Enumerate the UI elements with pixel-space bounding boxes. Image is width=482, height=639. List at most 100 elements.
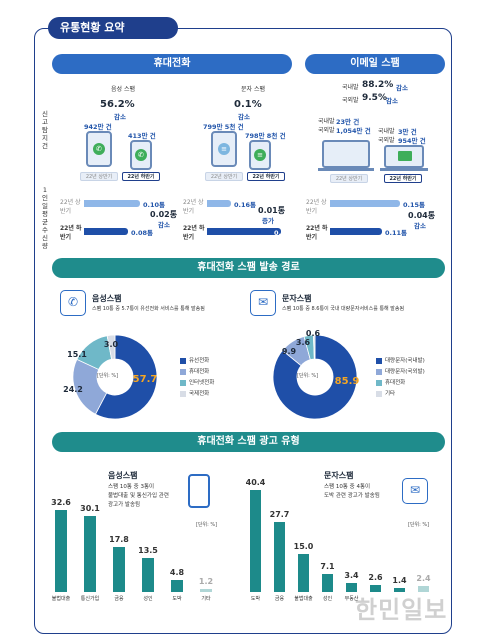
sms-curr-tag: 22년 하반기 — [247, 172, 285, 181]
voice-bar-prev-val: 0.10통 — [143, 201, 166, 209]
email-foreign-rate: 9.5% — [362, 93, 387, 103]
email-bar-prev — [330, 200, 400, 207]
sms-curr-phone: ≡ — [249, 140, 271, 170]
bar-value: 2.4 — [416, 573, 431, 583]
bar-value: 1.2 — [198, 576, 214, 586]
bar-value: 4.8 — [169, 567, 185, 577]
ad-voice-desc1: 스팸 10통 중 3통이 — [108, 484, 155, 490]
ad-sms-desc1: 스팸 10통 중 4통이 — [324, 484, 371, 490]
message-icon: ≡ — [254, 149, 266, 161]
voice-bar-dir: 감소 — [158, 221, 170, 229]
ad-voice-desc3: 광고가 발송됨 — [108, 502, 141, 508]
chart-bar — [200, 588, 212, 592]
email-prev-domestic: 23만 건 — [336, 118, 360, 126]
voice-route-pie: 57.7 24.2 15.1 3.0 — [63, 334, 158, 420]
legend-item: 휴대전화 — [180, 367, 214, 378]
sms-bar-curr — [207, 228, 281, 235]
email-domestic-rate: 88.2% — [362, 80, 394, 90]
voice-rate: 56.2% — [100, 99, 135, 110]
pie-label: 85.9 — [335, 376, 360, 387]
voice-prev-phone: ✆ — [86, 131, 112, 167]
side-label-per-person: 1인일평균수신량 — [42, 186, 48, 250]
ad-voice-title: 음성스팸 — [108, 471, 138, 480]
pie-slice — [94, 334, 158, 420]
voice-bar-curr — [84, 228, 128, 235]
bar-category: 성인 — [143, 596, 153, 602]
chart-bar — [84, 516, 96, 592]
pie-label: 9.9 — [282, 347, 297, 356]
route-voice-desc: 스팸 10통 중 5.7통이 유선전화 서비스를 통해 발송됨 — [92, 306, 205, 312]
ad-sms-unit: [단위: %] — [408, 522, 430, 528]
voice-bar-curr-label: 22년 하반기 — [60, 225, 82, 241]
email-curr-tag: 22년 하반기 — [384, 174, 422, 183]
bar-category: 불법대출 — [294, 596, 313, 602]
message-icon: ✉ — [250, 290, 276, 316]
pie-label: 57.7 — [133, 374, 158, 385]
sms-bar-prev-val: 0.16통 — [234, 201, 257, 209]
email-bar-prev-val: 0.15통 — [403, 201, 426, 209]
pie-label: 3.6 — [296, 338, 311, 347]
pie-slice — [106, 334, 116, 360]
bar-value: 13.5 — [138, 546, 158, 556]
sms-curr-count: 798만 8천 건 — [245, 132, 286, 140]
email-bar-diff: 0.04통 — [408, 211, 436, 220]
voice-prev-tag: 22년 상반기 — [80, 172, 118, 181]
bar-category: 도박 — [172, 596, 182, 602]
envelope-icon — [398, 151, 412, 161]
sms-rate: 0.1% — [234, 99, 262, 110]
bar-value: 40.4 — [245, 478, 266, 487]
legend-item: 대량문자(국외발) — [376, 367, 425, 378]
sms-bar-prev-label: 22년 상반기 — [183, 199, 204, 215]
pie-label: 3.0 — [104, 340, 119, 349]
email-foreign-label: 국외발 — [342, 97, 359, 104]
email-curr-foreign-label: 국외발 — [378, 137, 395, 144]
bar-category: 성인 — [322, 596, 333, 602]
chart-bar — [298, 554, 309, 592]
voice-bar-prev — [84, 200, 140, 207]
email-domestic-label: 국내발 — [342, 84, 359, 91]
section-mobile: 휴대전화 — [52, 54, 292, 74]
bar-category: 금융 — [274, 596, 285, 602]
email-bar-curr-label: 22년 하반기 — [306, 225, 328, 241]
summary-frame — [34, 28, 452, 634]
voice-title: 음성 스팸 — [111, 86, 135, 93]
voice-pie-unit: [단위: %] — [97, 373, 119, 379]
chart-bar — [171, 579, 183, 592]
bar-category: 통신가입 — [80, 596, 100, 602]
legend-item: 유선전화 — [180, 356, 214, 367]
route-sms-desc: 스팸 10통 중 8.6통이 국내 대량문자서비스를 통해 발송됨 — [282, 306, 405, 312]
phone-outline-icon — [188, 474, 210, 508]
bar-value: 2.6 — [368, 573, 383, 583]
voice-bar-curr-val: 0.08통 — [131, 229, 154, 237]
email-domestic-dir: 감소 — [396, 84, 408, 92]
email-prev-tag: 22년 상반기 — [330, 174, 368, 183]
bar-value: 7.1 — [320, 562, 335, 572]
chart-bar — [322, 574, 333, 592]
section-route: 휴대전화 스팸 발송 경로 — [52, 258, 445, 278]
bar-value: 3.4 — [344, 571, 359, 581]
laptop-prev-icon — [322, 140, 370, 168]
phone-icon: ✆ — [60, 290, 86, 316]
sms-pie-unit: [단위: %] — [297, 373, 319, 379]
ad-sms-title: 문자스팸 — [324, 471, 354, 480]
chart-bar — [370, 585, 381, 592]
ad-sms-desc2: 도박 관련 광고가 발송됨 — [324, 493, 380, 499]
sms-route-pie: 85.9 9.93.60.6 — [272, 330, 360, 420]
chart-bar — [394, 588, 405, 592]
laptop-curr-icon — [384, 145, 424, 168]
bar-value: 32.6 — [51, 498, 71, 507]
route-sms-title: 문자스팸 — [282, 294, 312, 303]
chart-bar — [250, 490, 261, 592]
bar-value: 15.0 — [293, 542, 314, 552]
pie-slice — [313, 334, 316, 360]
ad-voice-unit: [단위: %] — [196, 522, 218, 528]
ad-voice-desc2: 불법대출 및 통신가입 관련 — [108, 493, 169, 499]
email-bar-curr-val: 0.11통 — [385, 229, 408, 237]
page-title: 유통현황 요약 — [48, 17, 178, 39]
legend-item: 기타 — [376, 389, 425, 400]
sms-bar-prev — [207, 200, 231, 207]
phone-call-icon: ✆ — [135, 149, 147, 161]
email-foreign-dir: 감소 — [386, 97, 398, 105]
email-prev-foreign-label: 국외발 — [318, 127, 335, 134]
chart-bar — [142, 558, 154, 592]
